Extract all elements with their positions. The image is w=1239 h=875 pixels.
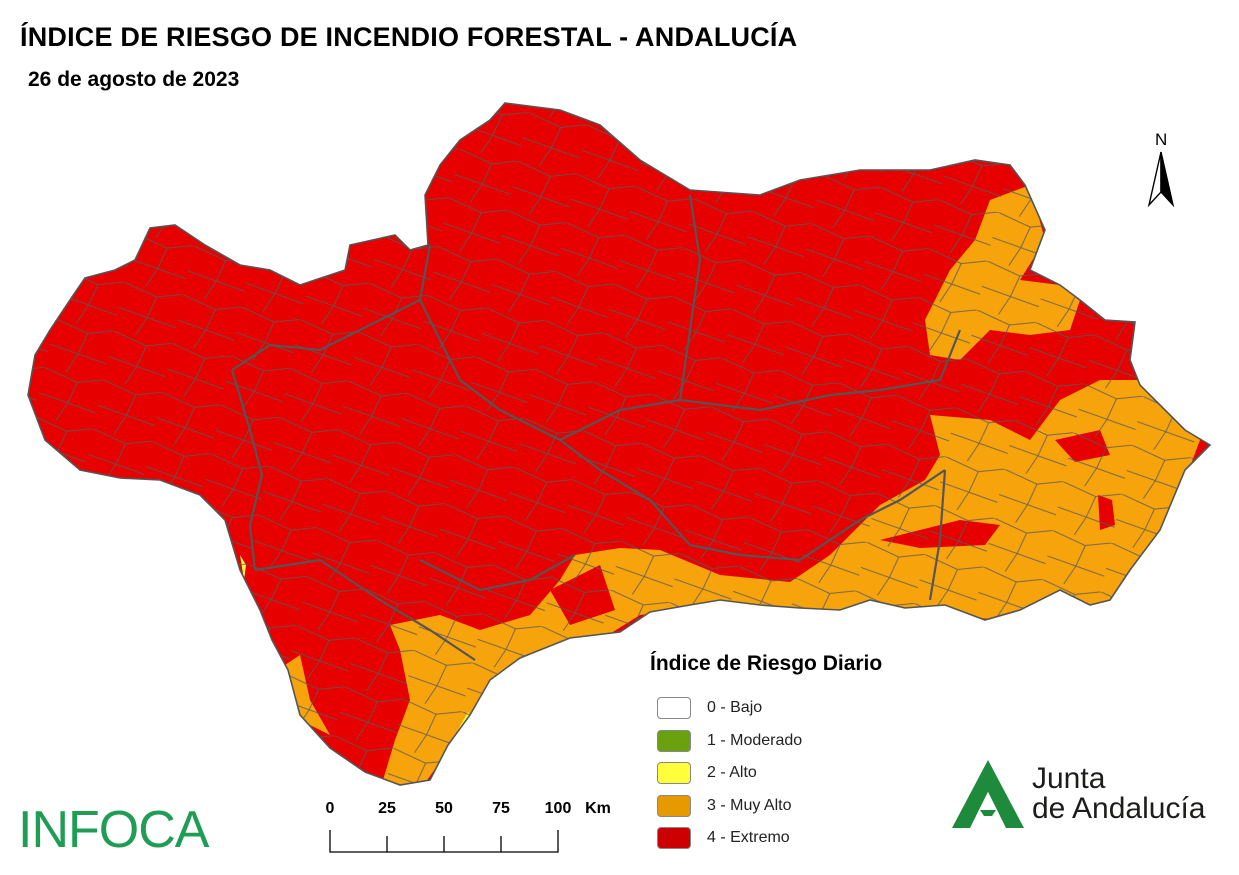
scale-unit: Km	[585, 800, 611, 817]
legend-label: 4 - Extremo	[707, 829, 790, 847]
scale-tick-label: 50	[435, 800, 453, 817]
junta-logo-icon	[952, 760, 1024, 828]
infoca-logo: INFOCA	[18, 801, 209, 859]
legend-label: 1 - Moderado	[707, 731, 803, 749]
scale-tick-label: 0	[325, 800, 335, 817]
north-label: N	[1155, 130, 1168, 149]
legend-item-alto: 2 - Alto	[650, 757, 882, 790]
legend-label: 0 - Bajo	[707, 699, 763, 717]
legend-swatch	[657, 697, 691, 720]
alto-patch-2	[168, 486, 176, 496]
legend-title: Índice de Riesgo Diario	[650, 652, 883, 675]
legend-swatch	[657, 729, 691, 752]
map-title: ÍNDICE DE RIESGO DE INCENDIO FORESTAL - …	[20, 22, 798, 52]
legend-swatch	[657, 762, 691, 785]
scale-tick-label: 75	[492, 800, 510, 817]
legend-label: 2 - Alto	[707, 764, 757, 782]
legend-label: 3 - Muy Alto	[707, 796, 792, 814]
legend-item-extremo: 4 - Extremo	[650, 822, 882, 855]
legend-item-moderado: 1 - Moderado	[650, 725, 882, 758]
junta-logo-line2: de Andalucía	[1032, 792, 1206, 825]
scale-tick-label: 100	[544, 800, 572, 817]
scale-bar-line	[329, 830, 559, 853]
junta-logo-line1: Junta	[1032, 762, 1106, 795]
legend-swatch	[657, 827, 691, 850]
legend-item-muy-alto: 3 - Muy Alto	[650, 790, 882, 823]
map-date: 26 de agosto de 2023	[28, 68, 240, 91]
legend-item-bajo: 0 - Bajo	[650, 692, 882, 725]
north-arrow-icon	[1147, 151, 1175, 208]
scale-tick-label: 25	[378, 800, 396, 817]
legend-swatch	[657, 794, 691, 817]
legend: Índice de Riesgo Diario 0 - Bajo 1 - Mod…	[650, 652, 882, 855]
